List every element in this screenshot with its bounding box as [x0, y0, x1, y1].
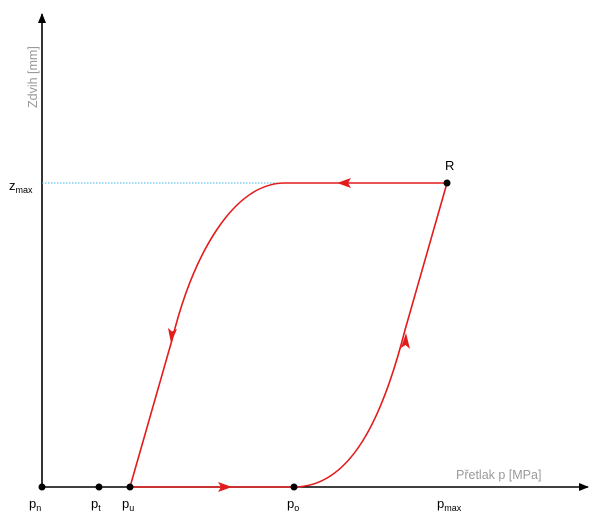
- label-base: z: [9, 178, 16, 193]
- x-label: pt: [91, 496, 101, 513]
- point: [95, 483, 103, 491]
- label-sub: n: [36, 503, 41, 513]
- label-sub: max: [16, 185, 34, 195]
- x-label: pmax: [437, 496, 462, 513]
- arrow: [218, 482, 232, 492]
- x-label: pu: [122, 496, 134, 513]
- x-axis-label: Přetlak p [MPa]: [456, 468, 541, 482]
- point: [443, 179, 451, 187]
- label-sub: max: [444, 503, 462, 513]
- label-base: p: [437, 496, 444, 511]
- label-base: p: [287, 496, 294, 511]
- hysteresis-loop: [129, 182, 448, 488]
- point: [290, 483, 298, 491]
- label-sub: o: [294, 503, 299, 513]
- x-label: pn: [29, 496, 41, 513]
- label-base: p: [122, 496, 129, 511]
- point: [126, 483, 134, 491]
- label-base: p: [29, 496, 36, 511]
- direction-arrows: [168, 178, 410, 492]
- loop-rising: [293, 182, 448, 488]
- arrow: [337, 178, 351, 188]
- arrow: [168, 328, 177, 343]
- arrow: [401, 333, 410, 349]
- point-label: R: [445, 158, 454, 173]
- label-base: p: [91, 496, 98, 511]
- label-sub: u: [129, 503, 134, 513]
- y-axis-label: Zdvih [mm]: [26, 46, 40, 108]
- loop-falling: [129, 182, 286, 488]
- points: [38, 179, 451, 491]
- y-label: zmax: [9, 178, 33, 195]
- x-label: po: [287, 496, 299, 513]
- point: [38, 483, 46, 491]
- label-sub: t: [98, 503, 101, 513]
